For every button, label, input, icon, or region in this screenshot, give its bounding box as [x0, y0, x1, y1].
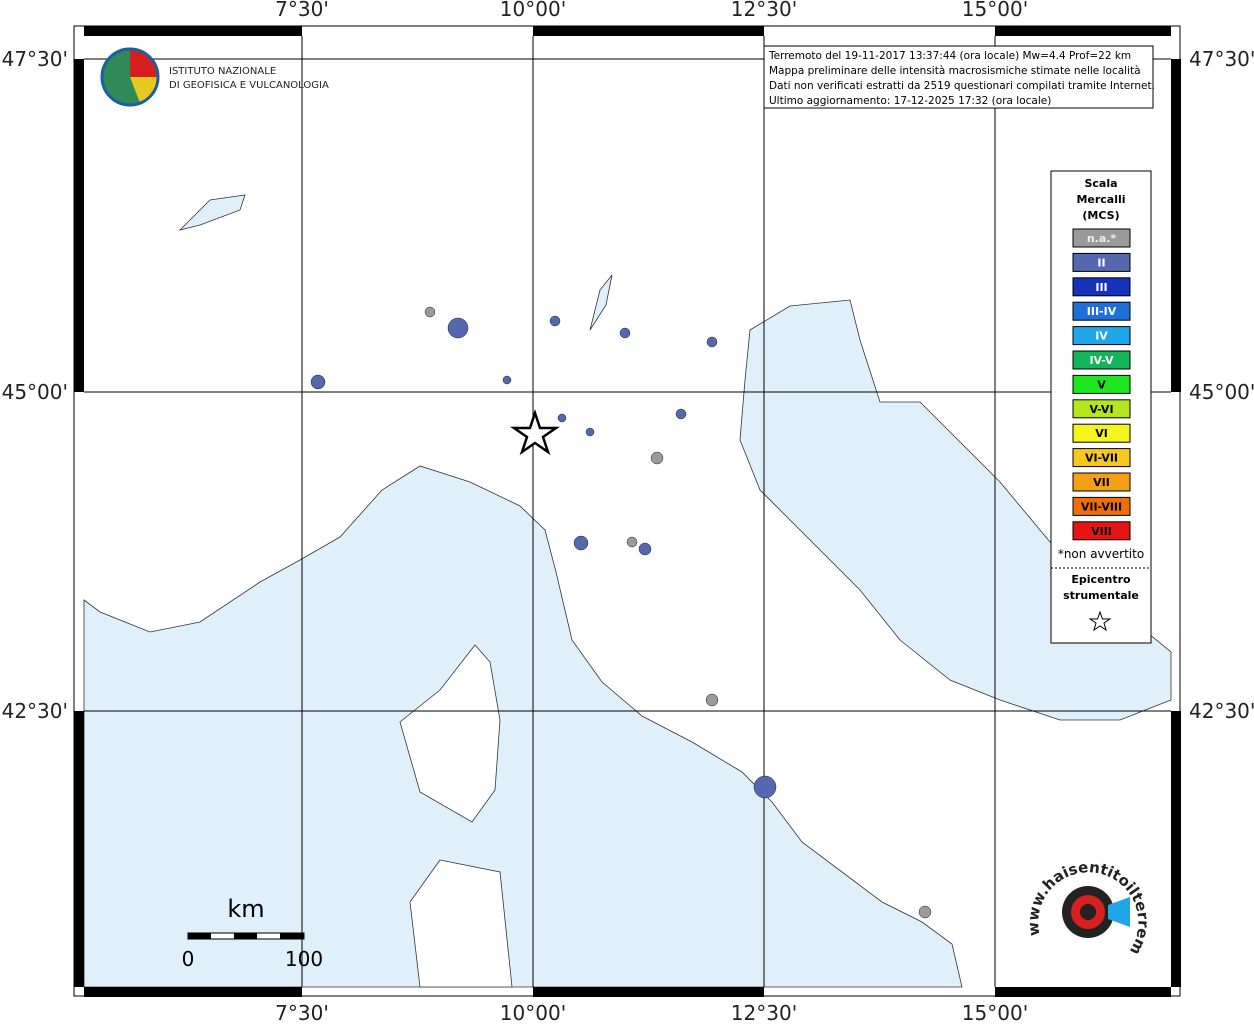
logo-text: ISTITUTO NAZIONALE	[169, 66, 276, 77]
lat-label: 47°30'	[2, 47, 68, 71]
city-areas	[310, 315, 777, 799]
legend-label: V	[1097, 378, 1106, 391]
legend-epicenter: strumentale	[1063, 589, 1139, 602]
info-box	[763, 45, 1154, 109]
tyrrhenian-sea	[83, 465, 963, 988]
legend-label: V-VI	[1089, 403, 1113, 416]
legend-label: III-IV	[1087, 305, 1117, 318]
legend-label: III	[1095, 281, 1107, 294]
lon-label: 7°30'	[275, 1001, 329, 1024]
lon-label: 15°00'	[962, 1001, 1028, 1024]
lat-label: 45°00'	[1189, 380, 1254, 404]
legend-swatch	[1072, 374, 1131, 394]
legend: Scala Mercalli (MCS) *non avvertito Epic…	[1050, 170, 1152, 644]
legend-note: *non avvertito	[1058, 547, 1144, 561]
lake	[178, 194, 246, 231]
lake	[589, 274, 613, 331]
legend-swatch	[1072, 448, 1131, 468]
legend-swatch	[1072, 277, 1131, 297]
info-line: Mappa preliminare delle intensità macros…	[769, 65, 1141, 77]
legend-swatch	[1072, 496, 1131, 516]
corsica	[399, 644, 501, 823]
legend-label: II	[1097, 256, 1105, 269]
lat-label: 47°30'	[1189, 47, 1254, 71]
legend-label: n.a.*	[1087, 232, 1117, 245]
legend-title: Scala	[1084, 177, 1117, 190]
legend-label: VII-VIII	[1081, 500, 1122, 513]
legend-swatch	[1072, 423, 1131, 443]
scale-label: 0	[182, 947, 195, 971]
sardinia	[409, 859, 513, 988]
legend-label: VI-VII	[1085, 452, 1118, 465]
lon-label: 15°00'	[962, 0, 1028, 21]
legend-swatch	[1072, 472, 1131, 492]
legend-title: Mercalli	[1076, 193, 1125, 206]
scale-unit: km	[227, 895, 264, 923]
legend-label: VI	[1095, 427, 1108, 440]
legend-swatch	[1072, 228, 1131, 248]
logo-text: DI GEOFISICA E VULCANOLOGIA	[169, 80, 329, 91]
legend-swatch	[1072, 252, 1131, 272]
legend-swatch	[1072, 326, 1131, 346]
legend-label: VII	[1093, 476, 1110, 489]
info-line: Ultimo aggiornamento: 17-12-2025 17:32 (…	[769, 95, 1051, 107]
legend-label: IV	[1095, 330, 1108, 343]
lat-label: 42°30'	[2, 699, 68, 723]
legend-swatch	[1072, 521, 1131, 541]
ingv-logo: ISTITUTO NAZIONALE DI GEOFISICA E VULCAN…	[100, 47, 329, 107]
lon-label: 10°00'	[500, 0, 566, 21]
scale-label: 100	[285, 947, 323, 971]
epicenter-star	[509, 409, 561, 456]
legend-swatch	[1072, 350, 1131, 370]
legend-label: VIII	[1091, 525, 1112, 538]
legend-label: IV-V	[1089, 354, 1114, 367]
lat-label: 42°30'	[1189, 699, 1254, 723]
lon-label: 7°30'	[275, 0, 329, 21]
info-line: Dati non verificati estratti da 2519 que…	[769, 80, 1155, 92]
frame	[73, 25, 1181, 997]
info-line: Terremoto del 19-11-2017 13:37:44 (ora l…	[768, 50, 1131, 62]
legend-title: (MCS)	[1082, 209, 1119, 222]
legend-epicenter: Epicentro	[1071, 573, 1131, 586]
lon-label: 10°00'	[500, 1001, 566, 1024]
legend-swatch	[1072, 399, 1131, 419]
lat-label: 45°00'	[2, 380, 68, 404]
city-areas-na	[424, 306, 932, 919]
lon-label: 12°30'	[731, 1001, 797, 1024]
scale-bar: km 0 100	[182, 895, 323, 971]
legend-swatch	[1072, 301, 1131, 321]
lon-label: 12°30'	[731, 0, 797, 21]
